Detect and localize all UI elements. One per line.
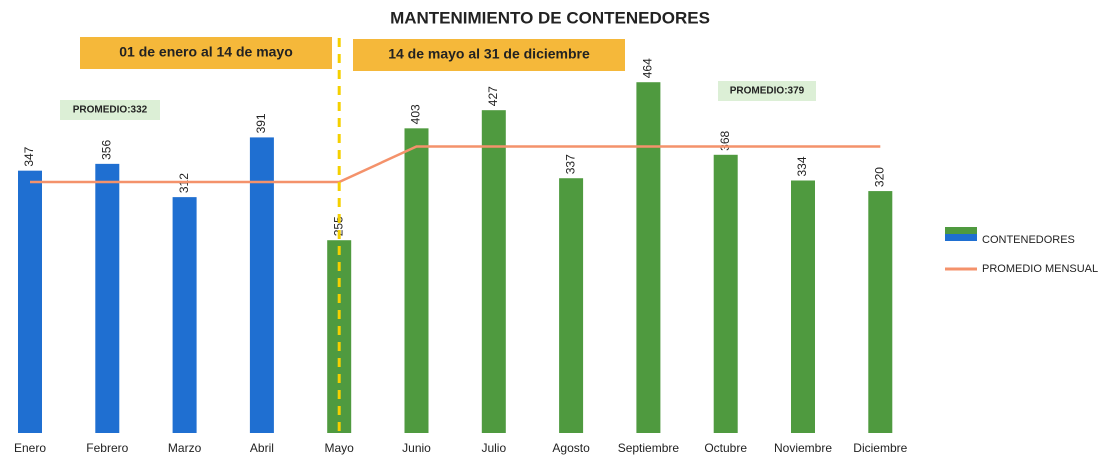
- bar: [481, 110, 506, 434]
- chart-title: MANTENIMIENTO DE CONTENEDORES: [390, 8, 710, 27]
- data-label: 334: [795, 156, 809, 176]
- period-label: 14 de mayo al 31 de diciembre: [388, 46, 590, 62]
- bar: [327, 240, 352, 433]
- x-tick-label: Junio: [402, 441, 431, 455]
- data-label: 347: [22, 146, 36, 166]
- x-tick-label: Agosto: [552, 441, 590, 455]
- x-tick-label: Julio: [481, 441, 506, 455]
- average-line: [30, 145, 881, 184]
- x-tick-label: Marzo: [168, 441, 202, 455]
- data-label: 320: [872, 167, 886, 187]
- x-tick-label: Febrero: [86, 441, 128, 455]
- bar: [713, 154, 738, 434]
- data-label: 427: [486, 86, 500, 106]
- data-label: 368: [718, 130, 732, 150]
- period-box: [353, 39, 625, 71]
- x-tick-label: Diciembre: [853, 441, 907, 455]
- legend-label: CONTENEDORES: [982, 234, 1075, 246]
- x-tick-label: Noviembre: [774, 441, 832, 455]
- average-box: [60, 100, 160, 120]
- average-label: PROMEDIO:379: [730, 86, 805, 97]
- data-label: 356: [99, 140, 113, 160]
- bar: [249, 137, 274, 434]
- average-box: [718, 81, 816, 101]
- bar: [636, 82, 661, 433]
- bar: [791, 180, 815, 433]
- data-label: 464: [641, 58, 655, 78]
- x-tick-label: Mayo: [325, 441, 355, 455]
- data-label: 337: [563, 154, 577, 174]
- x-tick-label: Abril: [250, 441, 274, 455]
- data-label: 255: [331, 216, 345, 236]
- period-box: [80, 37, 332, 69]
- bar: [18, 170, 42, 433]
- x-tick-label: Octubre: [704, 441, 747, 455]
- data-label: 403: [409, 104, 423, 124]
- bar: [559, 178, 584, 433]
- x-tick-label: Enero: [14, 441, 46, 455]
- average-label: PROMEDIO:332: [73, 105, 148, 116]
- data-label: 391: [254, 113, 268, 133]
- bar: [172, 197, 197, 433]
- bar: [868, 191, 893, 433]
- legend-swatch: [945, 227, 977, 234]
- bar: [404, 128, 429, 433]
- x-tick-label: Septiembre: [618, 441, 680, 455]
- legend-swatch: [945, 234, 977, 241]
- legend-label: PROMEDIO MENSUAL: [982, 263, 1098, 275]
- bar: [95, 163, 120, 433]
- period-label: 01 de enero al 14 de mayo: [119, 44, 293, 60]
